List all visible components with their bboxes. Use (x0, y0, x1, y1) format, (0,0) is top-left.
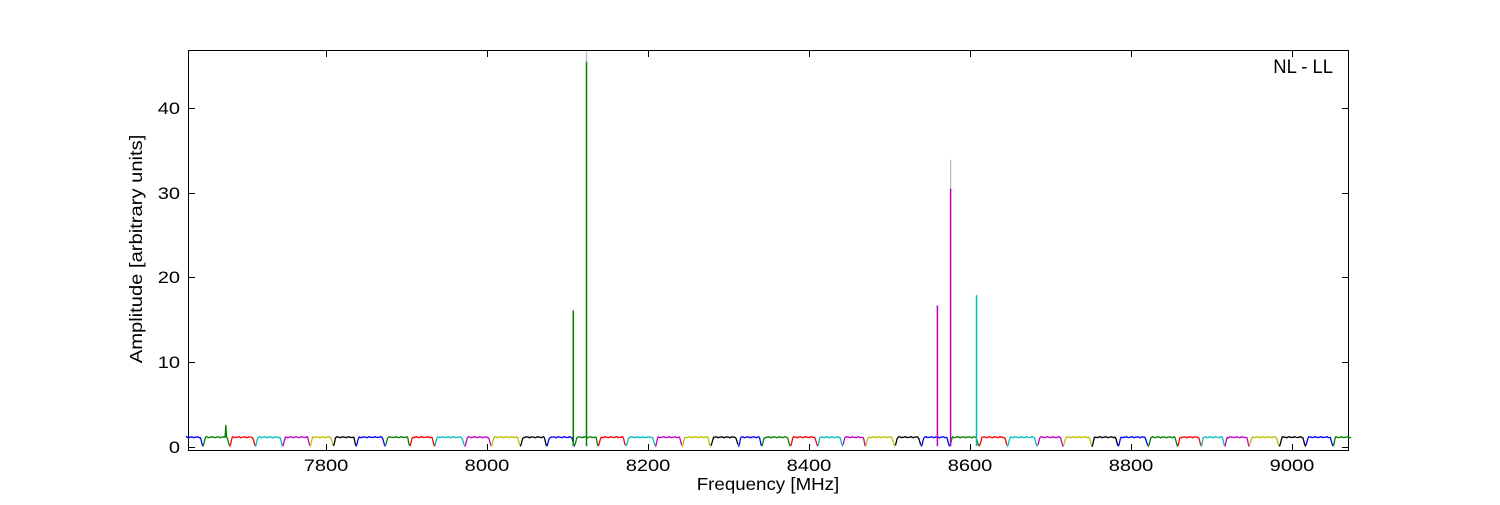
svg-text:9000: 9000 (1270, 455, 1315, 474)
svg-text:30: 30 (158, 183, 180, 202)
svg-text:10: 10 (158, 352, 180, 371)
svg-text:7800: 7800 (304, 455, 349, 474)
svg-text:20: 20 (158, 267, 180, 286)
svg-text:0: 0 (169, 437, 180, 456)
svg-text:8400: 8400 (787, 455, 832, 474)
svg-text:8800: 8800 (1109, 455, 1154, 474)
svg-text:Amplitude [arbitrary units]: Amplitude [arbitrary units] (127, 135, 147, 364)
svg-text:Frequency [MHz]: Frequency [MHz] (697, 473, 839, 494)
svg-text:8200: 8200 (626, 455, 671, 474)
svg-text:8000: 8000 (465, 455, 510, 474)
svg-text:40: 40 (158, 98, 180, 117)
svg-text:NL - LL: NL - LL (1273, 56, 1333, 77)
svg-text:8600: 8600 (948, 455, 993, 474)
